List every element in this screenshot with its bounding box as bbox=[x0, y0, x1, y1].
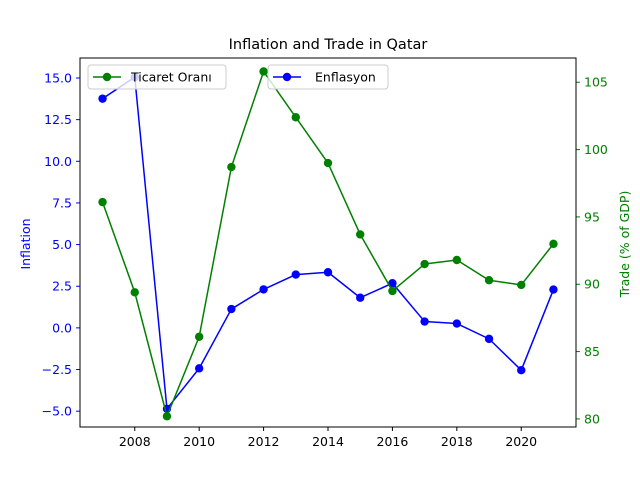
inflation-point bbox=[484, 334, 494, 344]
trade-point bbox=[194, 332, 204, 341]
inflation-point bbox=[98, 94, 107, 103]
inflation-point bbox=[323, 268, 333, 277]
legend-trade-box bbox=[87, 64, 227, 90]
left-tick-label: 12.5 bbox=[44, 112, 72, 127]
right-tick-label: 100 bbox=[584, 142, 608, 157]
legend-trade-label: Ticaret Oranı bbox=[130, 70, 212, 85]
inflation-point bbox=[291, 270, 300, 279]
x-tick-label: 2010 bbox=[183, 434, 215, 449]
chart-title: Inflation and Trade in Qatar bbox=[229, 37, 428, 53]
inflation-point bbox=[517, 365, 526, 375]
inflation-point bbox=[356, 293, 365, 302]
plot-frame bbox=[79, 57, 577, 428]
x-axis: 2008 2010 2012 2014 2016 2018 2020 bbox=[119, 427, 537, 449]
inflation-point bbox=[388, 279, 397, 288]
trade-point bbox=[162, 412, 172, 421]
inflation-point bbox=[420, 317, 429, 326]
inflation-point bbox=[259, 285, 268, 294]
left-tick-label: 5.0 bbox=[52, 237, 72, 252]
trade-point bbox=[259, 67, 268, 76]
left-tick-label: −2.5 bbox=[42, 362, 72, 377]
legend-trade-marker bbox=[102, 72, 112, 82]
legend-trade: Ticaret Oranı bbox=[87, 64, 227, 90]
left-axis: −5.0 −2.5 0.0 2.5 5.0 7.5 10.0 12.5 15.0 bbox=[42, 70, 80, 419]
right-axis: 80 85 90 95 100 105 bbox=[576, 75, 608, 426]
inflation-point bbox=[452, 319, 462, 328]
right-tick-label: 105 bbox=[584, 75, 608, 90]
right-axis-label: Trade (% of GDP) bbox=[617, 191, 632, 299]
trade-point bbox=[452, 255, 462, 265]
legend-inflation-box bbox=[267, 64, 389, 90]
trade-point bbox=[549, 239, 558, 249]
left-tick-label: 2.5 bbox=[52, 279, 72, 294]
trade-point bbox=[388, 286, 397, 296]
x-tick-label: 2020 bbox=[505, 434, 537, 449]
x-tick-label: 2012 bbox=[248, 434, 280, 449]
right-tick-label: 85 bbox=[584, 344, 600, 359]
trade-point bbox=[484, 276, 494, 285]
trade-point bbox=[227, 162, 236, 172]
legend-inflation-label: Enflasyon bbox=[315, 70, 376, 85]
left-tick-label: 0.0 bbox=[52, 320, 72, 335]
trade-point bbox=[356, 230, 365, 239]
legend-inflation-marker bbox=[282, 72, 292, 82]
trade-point bbox=[517, 280, 526, 290]
inflation-point bbox=[227, 304, 236, 314]
x-tick-label: 2008 bbox=[119, 434, 151, 449]
trade-point bbox=[98, 197, 107, 207]
inflation-point bbox=[194, 364, 204, 373]
left-tick-label: 10.0 bbox=[44, 154, 72, 169]
right-tick-label: 90 bbox=[584, 277, 600, 292]
left-axis-label: Inflation bbox=[18, 218, 33, 269]
right-tick-label: 80 bbox=[584, 411, 600, 426]
x-tick-label: 2014 bbox=[312, 434, 344, 449]
left-tick-label: −5.0 bbox=[42, 404, 72, 419]
series-layer bbox=[98, 67, 558, 421]
trade-point bbox=[130, 288, 139, 297]
inflation-point bbox=[549, 285, 558, 294]
trade-point bbox=[420, 259, 429, 269]
left-tick-label: 15.0 bbox=[44, 70, 72, 85]
x-tick-label: 2016 bbox=[377, 434, 409, 449]
trade-point bbox=[323, 158, 333, 168]
trade-point bbox=[291, 113, 300, 122]
x-tick-label: 2018 bbox=[441, 434, 473, 449]
legend-inflation: Enflasyon bbox=[267, 64, 389, 90]
left-tick-label: 7.5 bbox=[52, 195, 72, 210]
right-tick-label: 95 bbox=[584, 209, 600, 224]
